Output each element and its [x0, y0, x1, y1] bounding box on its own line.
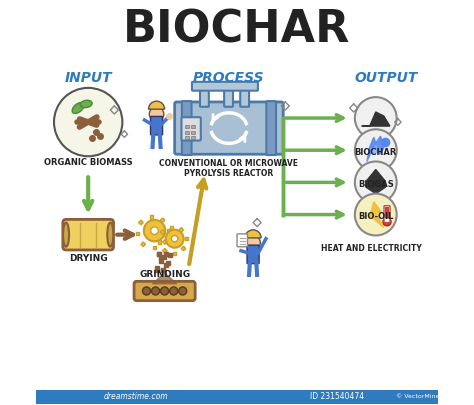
Bar	[141, 242, 146, 247]
Bar	[179, 228, 183, 232]
Circle shape	[149, 107, 164, 121]
Text: dreamstime.com: dreamstime.com	[104, 392, 169, 401]
Bar	[181, 246, 186, 251]
Polygon shape	[367, 136, 384, 162]
Circle shape	[355, 162, 397, 203]
FancyBboxPatch shape	[182, 101, 191, 155]
Circle shape	[54, 88, 122, 156]
FancyBboxPatch shape	[134, 281, 195, 301]
Wedge shape	[148, 101, 164, 109]
Circle shape	[355, 194, 397, 235]
Ellipse shape	[63, 223, 69, 247]
Text: BIOCHAR: BIOCHAR	[355, 148, 397, 157]
Text: ORGANIC BIOMASS: ORGANIC BIOMASS	[44, 158, 133, 167]
FancyBboxPatch shape	[237, 234, 247, 247]
Circle shape	[161, 287, 169, 295]
FancyBboxPatch shape	[240, 87, 249, 107]
Text: OUTPUT: OUTPUT	[354, 71, 418, 85]
Bar	[170, 226, 173, 229]
Bar	[191, 131, 195, 134]
FancyBboxPatch shape	[200, 87, 209, 107]
Bar	[153, 246, 156, 249]
Bar	[163, 240, 167, 244]
Wedge shape	[245, 230, 261, 238]
Text: INPUT: INPUT	[64, 71, 112, 85]
Text: DRYING: DRYING	[69, 254, 108, 262]
Text: PROCESS: PROCESS	[193, 71, 265, 85]
Bar	[160, 218, 165, 222]
Ellipse shape	[80, 100, 92, 108]
Text: HEAT AND ELECTRICITY: HEAT AND ELECTRICITY	[321, 244, 422, 253]
FancyBboxPatch shape	[266, 101, 276, 155]
Circle shape	[355, 97, 397, 139]
Bar	[150, 215, 153, 219]
FancyBboxPatch shape	[63, 220, 113, 250]
FancyBboxPatch shape	[36, 390, 438, 404]
FancyBboxPatch shape	[224, 87, 233, 107]
Text: ID 231540474: ID 231540474	[310, 392, 365, 401]
Ellipse shape	[107, 223, 113, 247]
Circle shape	[152, 287, 160, 295]
FancyBboxPatch shape	[385, 207, 389, 218]
Circle shape	[383, 218, 391, 226]
Text: CONVENTIONAL OR MICROWAVE
PYROLYSIS REACTOR: CONVENTIONAL OR MICROWAVE PYROLYSIS REAC…	[159, 159, 299, 178]
Bar	[185, 125, 189, 128]
Circle shape	[246, 235, 260, 250]
Circle shape	[165, 230, 183, 248]
Text: GRINDING: GRINDING	[139, 271, 190, 279]
Polygon shape	[366, 170, 385, 194]
Bar	[160, 230, 165, 234]
Bar	[185, 237, 188, 240]
Circle shape	[355, 129, 397, 171]
Circle shape	[172, 235, 178, 242]
FancyBboxPatch shape	[192, 82, 258, 91]
Circle shape	[144, 220, 165, 241]
Bar	[185, 136, 189, 139]
Text: BIO-OIL: BIO-OIL	[358, 212, 393, 221]
Polygon shape	[153, 273, 177, 284]
Text: © VectorMine: © VectorMine	[396, 394, 440, 399]
Bar	[136, 232, 139, 235]
Text: BIOGAS: BIOGAS	[358, 180, 393, 189]
Text: BIOCHAR: BIOCHAR	[123, 8, 351, 51]
Polygon shape	[370, 202, 384, 228]
Ellipse shape	[72, 102, 84, 113]
Bar	[167, 229, 170, 232]
Bar	[163, 249, 167, 253]
Bar	[139, 220, 143, 225]
Bar	[158, 240, 162, 243]
FancyBboxPatch shape	[151, 116, 163, 135]
Bar	[191, 136, 195, 139]
FancyBboxPatch shape	[174, 102, 283, 154]
Circle shape	[170, 287, 178, 295]
Circle shape	[143, 287, 151, 295]
Circle shape	[151, 227, 158, 234]
FancyBboxPatch shape	[384, 206, 390, 223]
Circle shape	[179, 287, 187, 295]
Bar	[191, 125, 195, 128]
FancyBboxPatch shape	[247, 245, 259, 264]
Bar	[173, 252, 176, 255]
FancyBboxPatch shape	[182, 117, 201, 141]
Polygon shape	[373, 145, 378, 154]
Polygon shape	[362, 112, 390, 126]
Bar	[185, 131, 189, 134]
